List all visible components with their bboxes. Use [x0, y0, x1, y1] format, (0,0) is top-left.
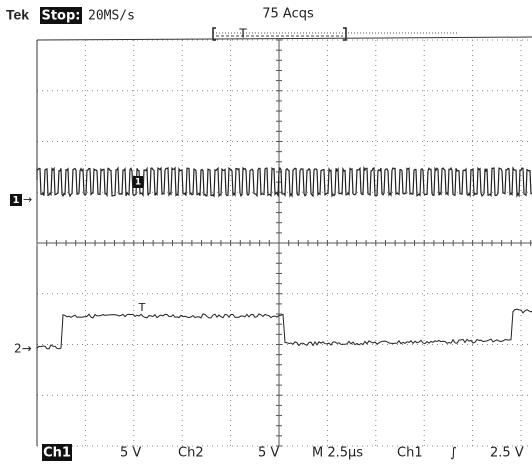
- ch2-waveform: [36, 308, 532, 350]
- ch1-ground-box: [10, 194, 22, 206]
- trigger-level: 2.5 V: [490, 446, 524, 461]
- state: Stop:: [41, 9, 80, 24]
- graticule: [36, 36, 532, 447]
- ch1-label-box: [42, 444, 72, 461]
- sample-rate: 20MS/s: [88, 9, 135, 24]
- ch1-trace-box: [133, 176, 143, 188]
- state-box: [40, 7, 82, 24]
- ch1-scale: 5 V: [120, 446, 141, 461]
- ch2-scale: 5 V: [258, 446, 279, 461]
- trigger-position: T: [238, 27, 247, 41]
- ch2-label: Ch2: [178, 446, 204, 461]
- ch2-ground: 2→: [14, 342, 32, 356]
- acquisitions: 75 Acqs: [262, 7, 314, 22]
- frame: [36, 36, 532, 41]
- trigger-source: Ch1: [397, 446, 423, 461]
- trigger-slope: ∫: [450, 446, 457, 461]
- brand: Tek: [6, 7, 29, 23]
- ch1-arrow: →: [23, 193, 32, 206]
- timebase: M 2.5µs: [312, 446, 363, 461]
- ch1-ground: 1: [13, 195, 20, 206]
- ch1-label: Ch1: [43, 446, 71, 461]
- ch1-trace-label: 1: [135, 178, 141, 188]
- ch1-waveform: [36, 165, 532, 199]
- record-bracket: [212, 27, 347, 41]
- trigger-level-marker: T: [138, 301, 146, 314]
